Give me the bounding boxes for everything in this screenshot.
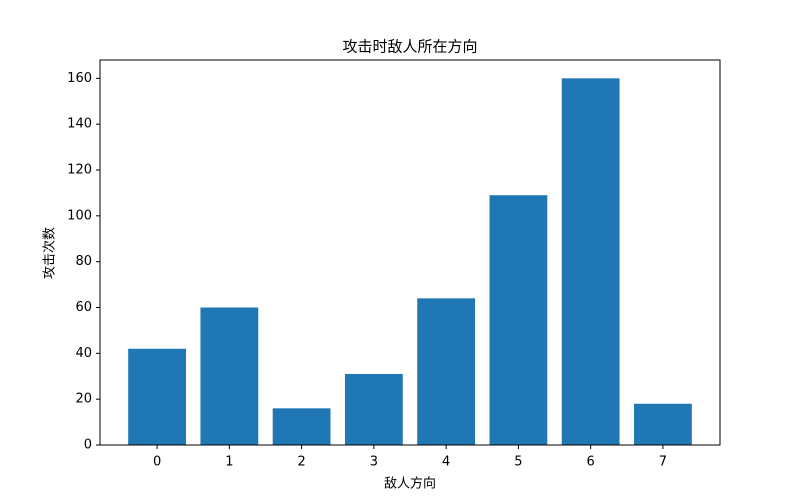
y-tick-label: 0 [84,438,92,453]
bar [128,348,186,445]
x-tick-label: 6 [587,455,595,470]
bar [489,195,548,445]
y-axis-label: 攻击次数 [42,227,58,279]
x-tick-label: 3 [370,455,378,470]
plot-frame [99,59,721,446]
chart-title: 攻击时敌人所在方向 [342,38,477,56]
bar [417,298,476,445]
x-tick-label: 1 [225,455,233,470]
bar [272,408,331,445]
bar [634,403,692,445]
x-tick-label: 0 [153,455,161,470]
bar [200,307,259,445]
y-tick-label: 120 [67,163,92,178]
y-tick-label: 80 [75,254,92,269]
bar [561,78,620,445]
x-tick-label: 4 [442,455,450,470]
y-tick-label: 40 [75,346,92,361]
x-axis-label: 敌人方向 [384,476,436,492]
y-tick-label: 100 [67,208,92,223]
x-tick-label: 5 [514,455,522,470]
y-tick-label: 160 [67,71,92,86]
y-tick-label: 60 [75,300,92,315]
y-tick-label: 20 [75,392,92,407]
y-tick-label: 140 [67,117,92,132]
bar [344,373,403,445]
x-tick-label: 7 [659,455,667,470]
x-tick-label: 2 [297,455,305,470]
